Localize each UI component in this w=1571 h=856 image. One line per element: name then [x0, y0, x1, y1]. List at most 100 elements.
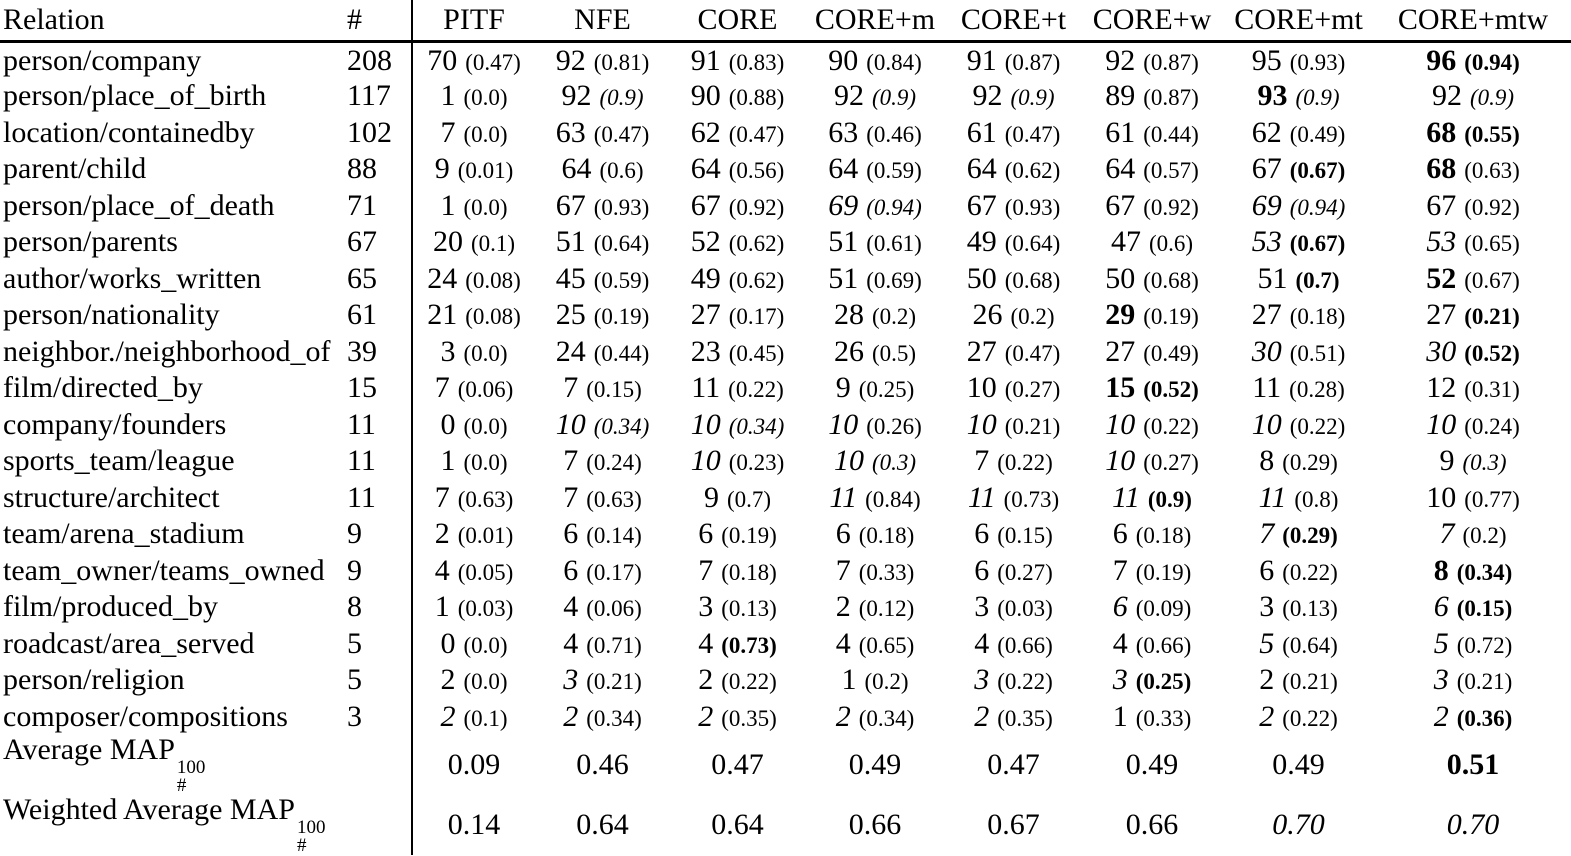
score-map-value: (0.19) [721, 523, 777, 549]
score-map-value: (0.59) [593, 267, 650, 293]
score-value: 67 [555, 188, 586, 222]
score-map-value: (0.92) [1464, 194, 1520, 220]
score-cell: 51 (0.69) [805, 261, 945, 298]
table-row: person/company 208 70 (0.47) 92 (0.81) 91 (0.83… [0, 41, 1571, 79]
score-map-value: (0.64) [1004, 231, 1061, 257]
score-cell: 28 (0.2) [805, 297, 945, 334]
score-map-value: (0.0) [463, 194, 508, 220]
score-map-value: (0.2) [1010, 304, 1055, 330]
score-cell: 64 (0.56) [670, 151, 805, 188]
score-map-value: (0.93) [593, 194, 650, 220]
table-row: neighbor./neighborhood_of 39 3 (0.0) 24 (0.44… [0, 333, 1571, 371]
score-cell: 2 (0.01) [411, 516, 535, 553]
score-cell: 2 (0.22) [1222, 699, 1375, 736]
score-cell: 7 (0.63) [535, 480, 670, 517]
score-cell: 27 (0.47) [945, 334, 1082, 371]
score-value: 2 [440, 663, 456, 697]
score-map-value: (0.06) [586, 596, 642, 622]
table-row: person/parents 67 20 (0.1) 51 (0.64) 52 (0.62) 5… [0, 224, 1571, 261]
score-map-value: (0.57) [1143, 158, 1199, 184]
relation-cell: film/produced_by [3, 590, 218, 624]
score-cell: 2 (0.1) [411, 698, 535, 735]
table-row: team_owner/teams_owned 9 4 (0.05) 6 (0.17) 7 (0… [0, 552, 1571, 590]
score-cell: 49 (0.64) [945, 224, 1082, 261]
score-value: 51 [1257, 261, 1288, 295]
score-map-value: (0.06) [457, 377, 514, 403]
summary-label-subscript: # [176, 775, 187, 797]
score-map-value: (0.15) [997, 523, 1053, 549]
score-value: 25 [555, 298, 586, 332]
score-cell: 2 (0.22) [670, 662, 805, 699]
count-cell: 11 [347, 444, 376, 478]
score-cell: 11 (0.84) [805, 480, 945, 517]
score-map-value: (0.2) [871, 304, 917, 330]
score-map-value: (0.18) [1135, 523, 1192, 549]
score-value: 7 [563, 371, 579, 405]
score-cell: 12 (0.31) [1375, 370, 1571, 407]
score-map-value: (0.49) [1143, 340, 1199, 366]
score-map-value: (0.3) [1462, 450, 1507, 476]
count-cell: 5 [347, 626, 362, 660]
score-value: 2 [835, 590, 851, 624]
table-row: company/founders 11 0 (0.0) 10 (0.34) 10 (0.34)… [0, 406, 1571, 444]
score-value: 0 [440, 407, 456, 441]
relation-cell: sports_team/league [3, 444, 235, 478]
score-map-value: (0.24) [586, 450, 642, 476]
score-map-value: (0.51) [1289, 340, 1346, 366]
summary-score-cell: 0.14 [411, 795, 535, 856]
summary-score-value: 0.49 [848, 748, 902, 782]
summary-score-value: 0.70 [1446, 808, 1500, 842]
score-cell: 92 (0.9) [535, 78, 670, 115]
score-cell: 3 (0.0) [411, 333, 535, 370]
score-map-value: (0.17) [586, 559, 642, 585]
score-cell: 62 (0.49) [1222, 115, 1375, 152]
score-value: 5 [1259, 626, 1275, 660]
score-map-value: (0.68) [1004, 267, 1061, 293]
table-body: person/company 208 70 (0.47) 92 (0.81) 91 (0.83… [0, 41, 1571, 856]
score-cell: 2 (0.36) [1375, 699, 1571, 736]
summary-label-subscript: # [296, 835, 307, 856]
score-cell: 3 (0.25) [1082, 662, 1222, 699]
score-map-value: (0.64) [1282, 632, 1338, 658]
score-cell: 63 (0.47) [535, 115, 670, 152]
score-cell: 6 (0.14) [535, 516, 670, 553]
score-map-value: (0.84) [866, 49, 922, 75]
score-cell: 45 (0.59) [535, 261, 670, 298]
score-cell: 11 (0.28) [1222, 370, 1375, 407]
column-header-core-t: CORE+t [945, 0, 1082, 43]
score-map-value: (0.47) [1004, 340, 1061, 366]
score-cell: 10 (0.34) [670, 407, 805, 444]
score-cell: 1 (0.0) [411, 443, 535, 480]
score-value: 61 [966, 115, 997, 149]
score-cell: 64 (0.6) [535, 151, 670, 188]
score-cell: 68 (0.63) [1375, 151, 1571, 188]
score-cell: 53 (0.67) [1222, 224, 1375, 261]
score-cell: 95 (0.93) [1222, 42, 1375, 79]
score-cell: 1 (0.2) [805, 662, 945, 699]
score-map-value: (0.49) [1289, 121, 1346, 147]
score-cell: 2 (0.0) [411, 662, 535, 699]
score-value: 64 [828, 152, 859, 186]
score-value: 91 [690, 43, 721, 77]
column-header-core-w: CORE+w [1082, 0, 1222, 43]
score-cell: 10 (0.27) [1082, 443, 1222, 480]
score-map-value: (0.22) [1282, 705, 1338, 731]
score-value: 9 [835, 371, 851, 405]
summary-score-cell: 0.64 [535, 795, 670, 855]
score-cell: 30 (0.52) [1375, 334, 1571, 371]
score-value: 6 [698, 517, 714, 551]
score-cell: 92 (0.9) [945, 78, 1082, 115]
score-map-value: (0.09) [1135, 596, 1192, 622]
score-map-value: (0.62) [728, 267, 785, 293]
score-cell: 4 (0.66) [945, 626, 1082, 663]
score-map-value: (0.35) [721, 705, 777, 731]
score-value: 2 [440, 699, 456, 733]
score-map-value: (0.77) [1464, 486, 1520, 512]
score-map-value: (0.63) [457, 486, 514, 512]
score-cell: 4 (0.71) [535, 626, 670, 663]
score-cell: 5 (0.72) [1375, 626, 1571, 663]
score-value: 1 [440, 444, 456, 478]
relation-cell: composer/compositions [3, 699, 288, 733]
score-cell: 8 (0.34) [1375, 553, 1571, 590]
summary-score-value: 0.47 [987, 748, 1040, 782]
